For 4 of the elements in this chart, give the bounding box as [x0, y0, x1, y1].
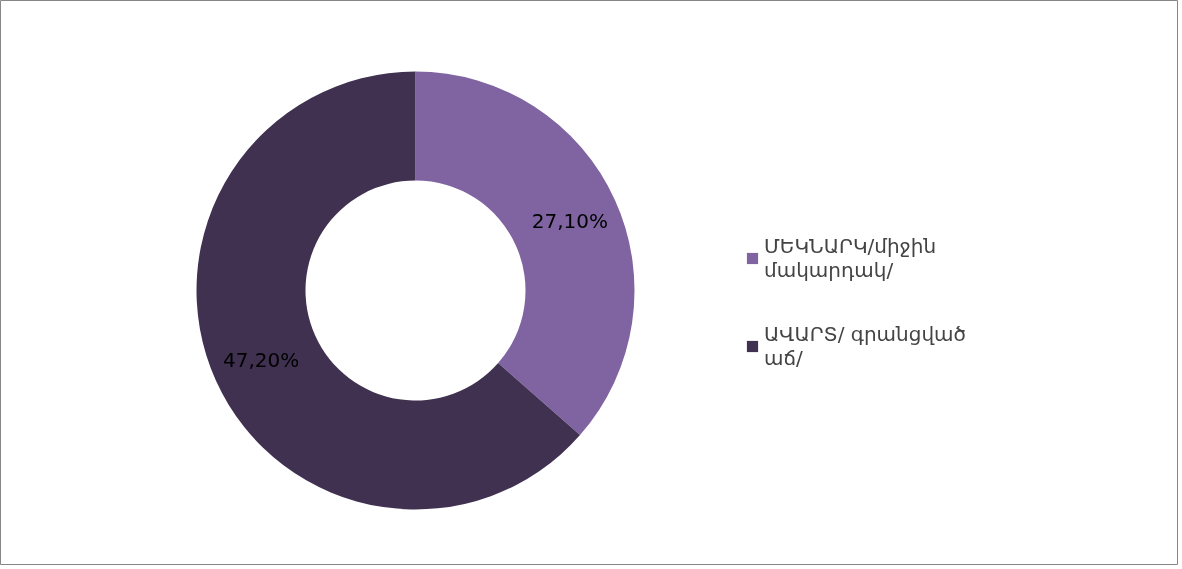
legend-label: ՄԵԿՆԱՐԿ/միջին մակարդակ/ [764, 234, 937, 282]
data-label: 27,10% [531, 208, 609, 233]
data-label: 47,20% [222, 348, 300, 373]
legend-label: ԱՎԱՐՏ/ գրանցված աճ/ [764, 322, 967, 370]
